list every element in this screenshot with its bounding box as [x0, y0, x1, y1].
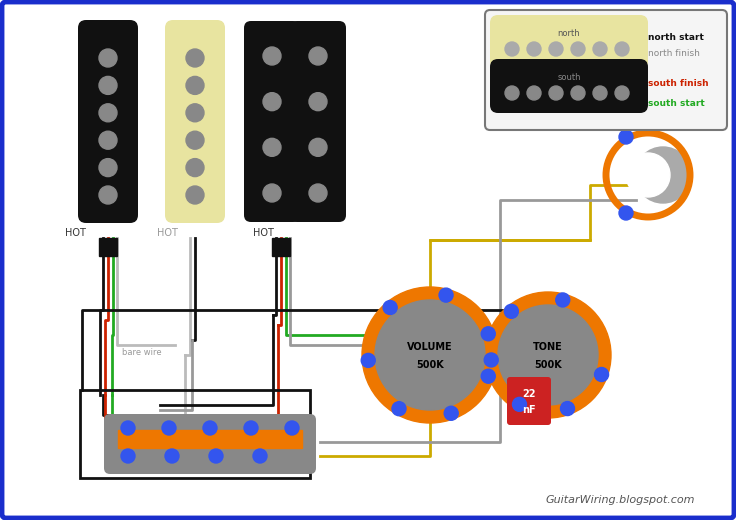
FancyBboxPatch shape [78, 20, 138, 223]
Circle shape [626, 153, 670, 197]
Text: 500K: 500K [416, 360, 444, 370]
Circle shape [186, 104, 204, 122]
Text: HOT: HOT [252, 228, 274, 238]
Circle shape [556, 293, 570, 307]
Circle shape [263, 184, 281, 202]
Circle shape [165, 449, 179, 463]
Text: nF: nF [522, 405, 536, 415]
Circle shape [362, 287, 498, 423]
Circle shape [593, 42, 607, 56]
Text: VOLUME: VOLUME [407, 342, 453, 352]
Bar [272, 238, 290, 256]
Circle shape [309, 184, 327, 202]
Text: north start: north start [648, 32, 704, 42]
Circle shape [186, 131, 204, 149]
FancyBboxPatch shape [490, 15, 648, 69]
Circle shape [635, 147, 691, 203]
Circle shape [121, 421, 135, 435]
Circle shape [263, 138, 281, 157]
Circle shape [392, 401, 406, 415]
Bar [99, 238, 117, 256]
Text: north: north [558, 29, 580, 37]
Text: south finish: south finish [648, 79, 709, 87]
Circle shape [203, 421, 217, 435]
Circle shape [253, 449, 267, 463]
Circle shape [505, 42, 519, 56]
Circle shape [615, 42, 629, 56]
Circle shape [481, 327, 495, 341]
Circle shape [375, 300, 485, 410]
Circle shape [619, 206, 633, 220]
Circle shape [527, 86, 541, 100]
Circle shape [99, 131, 117, 149]
Circle shape [484, 353, 498, 367]
Text: north finish: north finish [648, 48, 700, 58]
Circle shape [439, 288, 453, 302]
Circle shape [619, 130, 633, 144]
Circle shape [209, 449, 223, 463]
Circle shape [445, 406, 459, 420]
FancyBboxPatch shape [485, 10, 727, 130]
Text: south start: south start [648, 98, 705, 108]
Text: 500K: 500K [534, 360, 562, 370]
Text: south: south [557, 72, 581, 82]
FancyBboxPatch shape [244, 21, 300, 222]
Circle shape [99, 159, 117, 177]
Text: HOT: HOT [65, 228, 85, 238]
Circle shape [527, 42, 541, 56]
Bar [118, 430, 302, 448]
Circle shape [121, 449, 135, 463]
Circle shape [186, 76, 204, 95]
Text: 22: 22 [523, 389, 536, 399]
Circle shape [309, 47, 327, 65]
Circle shape [99, 76, 117, 95]
Circle shape [99, 186, 117, 204]
Circle shape [244, 421, 258, 435]
Circle shape [571, 86, 585, 100]
Circle shape [383, 301, 397, 315]
Circle shape [561, 401, 575, 415]
Circle shape [263, 93, 281, 111]
FancyBboxPatch shape [490, 59, 648, 113]
Circle shape [615, 86, 629, 100]
Text: GuitarWiring.blogspot.com: GuitarWiring.blogspot.com [545, 495, 695, 505]
Circle shape [498, 305, 598, 405]
Text: HOT: HOT [157, 228, 177, 238]
FancyBboxPatch shape [104, 414, 316, 474]
Bar [80, 390, 310, 478]
Circle shape [285, 421, 299, 435]
Circle shape [593, 86, 607, 100]
Circle shape [162, 421, 176, 435]
Text: TONE: TONE [533, 342, 563, 352]
Circle shape [309, 93, 327, 111]
FancyBboxPatch shape [290, 21, 346, 222]
Circle shape [504, 304, 518, 318]
Circle shape [549, 86, 563, 100]
Circle shape [595, 368, 609, 382]
Circle shape [571, 42, 585, 56]
Circle shape [481, 369, 495, 383]
Circle shape [99, 49, 117, 67]
Circle shape [186, 159, 204, 177]
FancyBboxPatch shape [507, 377, 551, 425]
Circle shape [512, 397, 526, 411]
Circle shape [99, 104, 117, 122]
Circle shape [186, 186, 204, 204]
Circle shape [505, 86, 519, 100]
Circle shape [361, 354, 375, 368]
Text: bare wire: bare wire [122, 348, 162, 357]
Circle shape [309, 138, 327, 157]
Circle shape [485, 292, 611, 418]
Circle shape [263, 47, 281, 65]
Circle shape [549, 42, 563, 56]
Circle shape [186, 49, 204, 67]
FancyBboxPatch shape [165, 20, 225, 223]
